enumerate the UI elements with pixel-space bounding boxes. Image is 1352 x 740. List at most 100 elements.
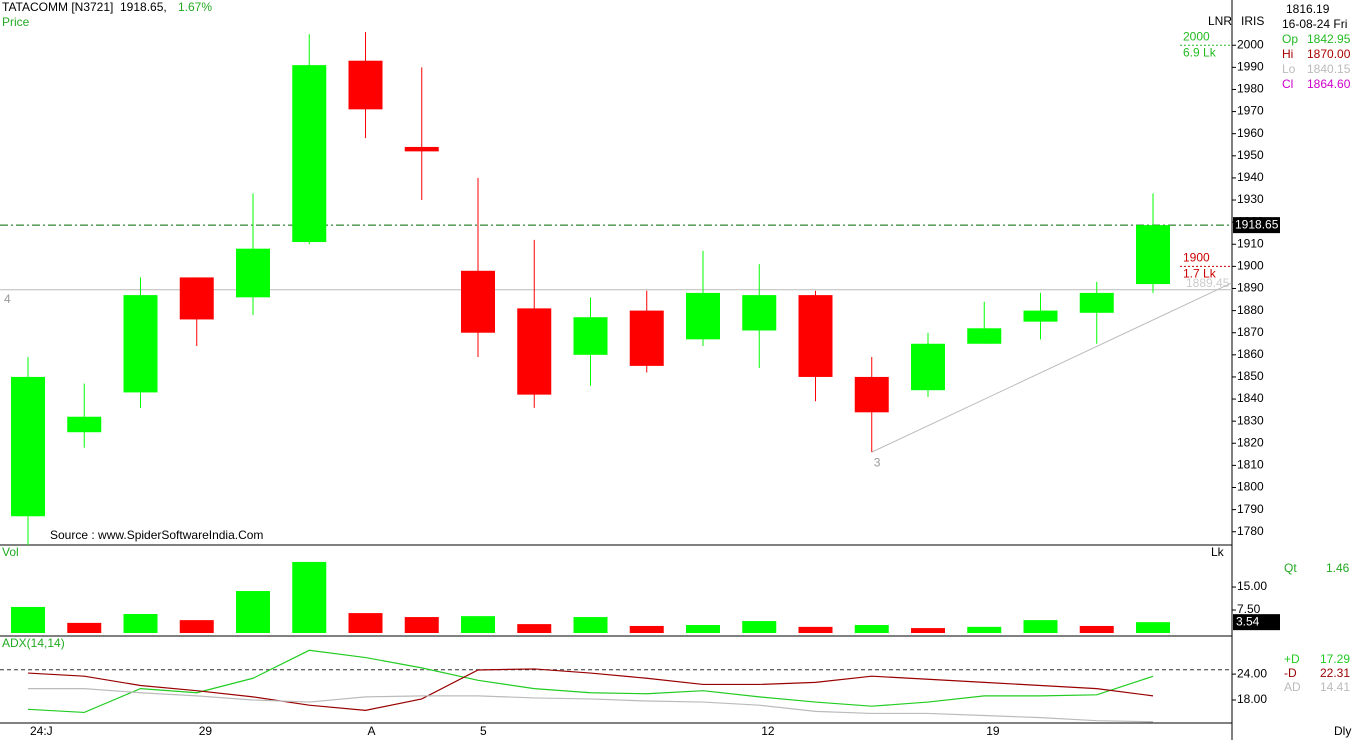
- y-tick-label: 1980: [1237, 82, 1264, 96]
- candle-body: [742, 295, 777, 331]
- y-tick-label: 1900: [1237, 259, 1264, 273]
- period: Dly: [1334, 724, 1351, 738]
- x-tick-label: 5: [480, 724, 487, 738]
- volume-bar: [517, 624, 552, 633]
- candle-body: [67, 416, 102, 433]
- y-tick-label: 1810: [1237, 458, 1264, 472]
- y-tick-label: 1780: [1237, 524, 1264, 538]
- candle-body: [686, 292, 720, 340]
- y-tick-label: 1860: [1237, 347, 1264, 361]
- trendline-tag: 3: [874, 455, 881, 469]
- volume-bar: [123, 614, 158, 633]
- legend-name: -D: [1284, 666, 1297, 680]
- candle-body: [179, 277, 214, 320]
- volume-bar: [1023, 620, 1058, 633]
- candle-body: [292, 65, 327, 243]
- info-label: Lo: [1282, 62, 1296, 76]
- candle-body: [629, 310, 664, 366]
- y-tick-label: 1790: [1237, 502, 1264, 516]
- y-tick-label: 1930: [1237, 192, 1264, 206]
- volume-bar: [798, 626, 833, 633]
- indicator-line: [28, 688, 1154, 723]
- volume-bar: [404, 617, 439, 633]
- legend-value: 14.41: [1320, 680, 1350, 694]
- readout-value: 1.46: [1326, 561, 1350, 575]
- y-tick-label: 1830: [1237, 413, 1264, 427]
- y-tick-label: 1840: [1237, 391, 1264, 405]
- panel-title: Price: [2, 15, 30, 29]
- candle-body: [1079, 292, 1114, 313]
- source: Source : www.SpiderSoftwareIndia.Com: [50, 528, 263, 542]
- volume-bar: [686, 625, 720, 633]
- volume-bar: [573, 617, 608, 633]
- volume-bar: [1136, 622, 1170, 633]
- candle-body: [123, 295, 158, 393]
- price-level-volume: 1.7 Lk: [1183, 267, 1217, 281]
- volume-bar: [742, 621, 777, 633]
- legend-value: 17.29: [1320, 652, 1350, 666]
- volume-bar: [1079, 625, 1114, 633]
- volume-bar: [11, 606, 45, 633]
- panel-title: Vol: [2, 545, 19, 559]
- y-tick-label: 1800: [1237, 480, 1264, 494]
- candle-body: [1023, 310, 1058, 322]
- x-tick-label: 24:J: [30, 724, 53, 738]
- info-value: 1842.95: [1307, 32, 1351, 46]
- trendline: [871, 282, 1232, 453]
- level-value: 1889.45: [1186, 276, 1230, 290]
- symbol: TATACOMM [N3721]: [2, 0, 113, 14]
- info-label: Hi: [1282, 47, 1293, 61]
- candle-body: [911, 343, 945, 391]
- candle-body: [573, 317, 608, 355]
- candle-body: [404, 146, 439, 152]
- candle-body: [348, 60, 383, 110]
- y-tick-label: 15.00: [1237, 579, 1267, 593]
- y-tick-label: 1850: [1237, 369, 1264, 383]
- candle-body: [967, 328, 1002, 344]
- indicator-line: [27, 668, 1154, 711]
- volume-bar: [236, 591, 270, 633]
- volume-bar: [67, 622, 102, 633]
- panel-title: ADX(14,14): [2, 636, 65, 650]
- volume-bar: [292, 561, 327, 633]
- info-date: 16-08-24 Fri: [1282, 17, 1347, 31]
- candle-body: [11, 376, 45, 517]
- y-tick-label: 1870: [1237, 325, 1264, 339]
- candle-body: [517, 308, 552, 395]
- info-value: 1870.00: [1307, 47, 1351, 61]
- y-tick-label: 1970: [1237, 104, 1264, 118]
- y-tick-label: 1820: [1237, 435, 1264, 449]
- legend-name: +D: [1284, 652, 1300, 666]
- volume-bar: [854, 625, 889, 633]
- y-tick-label: 1960: [1237, 126, 1264, 140]
- candle-body: [854, 376, 889, 413]
- scale-label: LNR: [1208, 14, 1232, 28]
- y-tick-label: 7.50: [1237, 602, 1261, 616]
- legend-value: 22.31: [1320, 666, 1350, 680]
- change: 1.67%: [178, 0, 212, 14]
- candle-body: [236, 248, 270, 298]
- info-value: 1864.60: [1307, 77, 1351, 91]
- x-tick-label: A: [368, 724, 376, 738]
- info-label: Op: [1282, 32, 1298, 46]
- y-tick-label: 1990: [1237, 60, 1264, 74]
- volume-bar: [461, 616, 495, 633]
- price-level-value: 1900: [1183, 251, 1210, 265]
- last-price-label: 1918.65: [1235, 217, 1279, 231]
- info-label: Cl: [1282, 77, 1293, 91]
- y-tick-label: 1950: [1237, 148, 1264, 162]
- last-price-box: [1233, 217, 1280, 234]
- volume-bar: [179, 620, 214, 633]
- volume-bar: [629, 625, 664, 633]
- y-tick-label: 1910: [1237, 236, 1264, 250]
- y-tick-label: 24.00: [1237, 666, 1267, 680]
- indicator-line: [27, 649, 1154, 714]
- y-tick-label: 1940: [1237, 170, 1264, 184]
- x-tick-label: 19: [986, 724, 1000, 738]
- volume-bar: [911, 628, 945, 633]
- close: 1918.65,: [120, 0, 167, 14]
- last-volume-box: [1233, 614, 1280, 631]
- x-tick-label: 12: [761, 724, 775, 738]
